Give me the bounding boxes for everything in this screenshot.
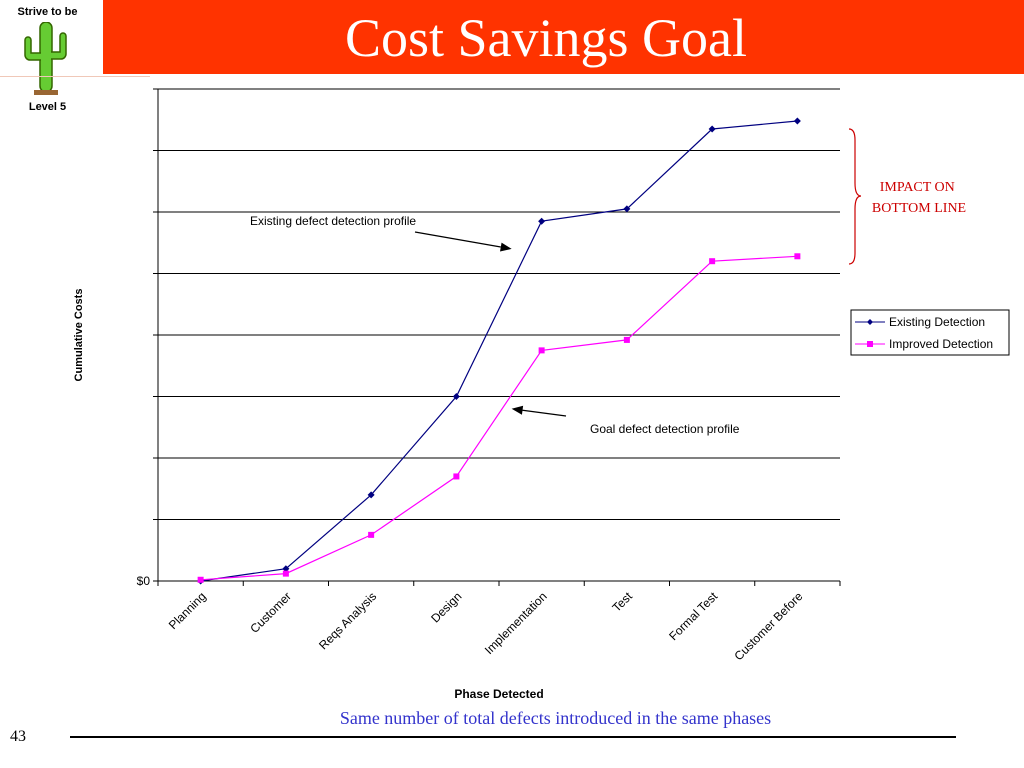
legend-marker-existing xyxy=(867,319,873,325)
data-point-improved xyxy=(623,336,630,343)
x-tick-label: Customer xyxy=(247,589,294,636)
data-point-existing xyxy=(623,205,631,213)
x-tick-labels: Planning Customer Reqs Analysis Design Imple… xyxy=(166,589,806,664)
data-point-improved xyxy=(794,253,801,260)
data-point-existing xyxy=(367,491,375,499)
cactus-icon xyxy=(24,22,67,95)
y-tick-label: $0 xyxy=(137,574,151,588)
impact-label-line-2: BOTTOM LINE xyxy=(872,201,966,216)
impact-label-line-1: IMPACT ON xyxy=(880,180,955,195)
y-tick-labels: $0 xyxy=(137,574,151,588)
data-point-existing xyxy=(708,125,716,133)
x-tick-label: Formal Test xyxy=(666,589,721,644)
logo-caption-top: Strive to be xyxy=(17,6,78,18)
arrow-goal xyxy=(522,409,567,417)
impact-label: IMPACT ON BOTTOM LINE xyxy=(872,180,966,216)
series-line-existing xyxy=(200,120,798,582)
page-number: 43 xyxy=(10,728,26,745)
data-point-existing xyxy=(282,565,290,573)
data-point-improved xyxy=(538,347,545,354)
x-tick-label: Planning xyxy=(166,589,209,632)
x-tick-label: Design xyxy=(428,589,464,625)
series-lines xyxy=(200,120,798,582)
gridlines xyxy=(153,88,841,586)
legend-marker-improved xyxy=(867,341,873,347)
x-tick-label: Customer Before xyxy=(731,589,805,663)
legend-label-existing: Existing Detection xyxy=(889,315,985,329)
series-markers xyxy=(197,117,801,585)
x-axis-label: Phase Detected xyxy=(454,687,543,701)
data-point-improved xyxy=(709,258,716,265)
axes xyxy=(157,89,840,582)
legend: Existing Detection Improved Detection xyxy=(850,309,1010,356)
x-tick-label: Implementation xyxy=(482,589,550,657)
data-point-improved xyxy=(368,531,375,538)
data-point-existing xyxy=(538,217,546,225)
series-line-improved xyxy=(200,255,798,581)
header-bar xyxy=(103,0,1024,74)
x-tick-label: Reqs Analysis xyxy=(316,589,379,652)
logo-caption-bottom: Level 5 xyxy=(28,101,67,113)
legend-label-improved: Improved Detection xyxy=(889,337,993,351)
annotation-goal: Goal defect detection profile xyxy=(590,422,740,436)
data-point-existing xyxy=(793,117,801,125)
logo-divider xyxy=(0,76,150,77)
data-point-improved xyxy=(282,570,289,577)
annotation-existing: Existing defect detection profile xyxy=(250,214,416,228)
data-point-improved xyxy=(197,576,204,583)
arrowhead-goal xyxy=(511,405,524,415)
data-point-improved xyxy=(453,473,460,480)
footnote: Same number of total defects introduced … xyxy=(339,708,772,728)
arrow-existing xyxy=(414,231,501,248)
footer-divider xyxy=(70,736,956,738)
arrowhead-existing xyxy=(500,242,512,252)
legend-box xyxy=(850,309,1010,356)
slide-title: Cost Savings Goal xyxy=(344,8,748,68)
impact-brace xyxy=(848,128,862,265)
x-tick-label: Test xyxy=(610,589,636,615)
data-point-existing xyxy=(452,393,460,400)
y-axis-label: Cumulative Costs xyxy=(73,289,85,382)
